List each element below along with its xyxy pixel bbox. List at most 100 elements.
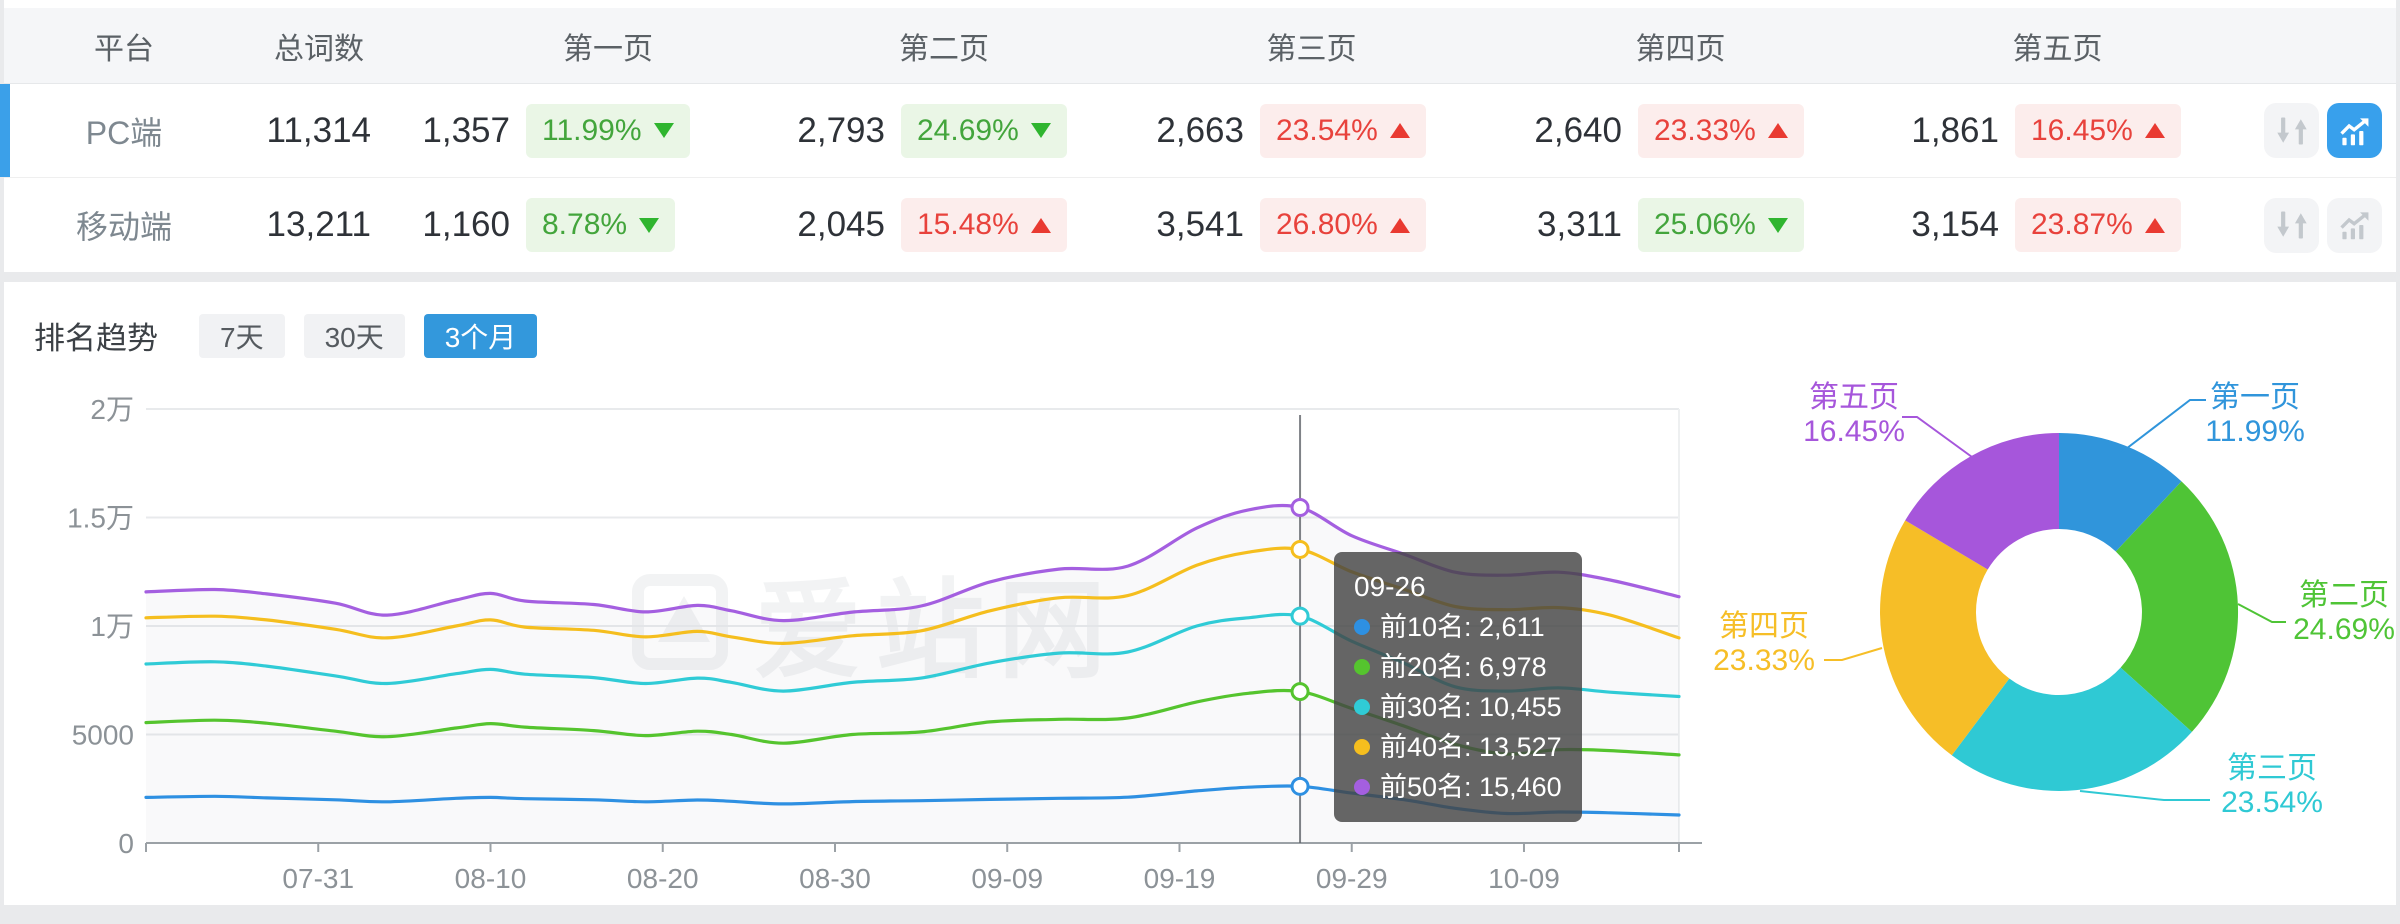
pct-change-badge: 16.45% [2015, 103, 2181, 158]
page-5-change-cell: 16.45% [2003, 84, 2181, 177]
donut-leader-line-page-1 [2121, 399, 2206, 453]
svg-text:09-29: 09-29 [1316, 863, 1388, 894]
arrow-up-icon [2144, 123, 2165, 138]
donut-label-page-5: 第五页 16.45% [1798, 381, 1910, 449]
charts-canvas[interactable]: 2万 1.5万 1万 5000 0 07-31 08-10 08-20 08-30 09-09 09… [4, 282, 2396, 905]
hover-marker-top50 [1290, 498, 1310, 518]
svg-text:5000: 5000 [72, 720, 134, 751]
page-1-count: 1,357 [422, 110, 510, 150]
keyword-rank-table: 平台 总词数 第一页 第二页 第三页 第四页 第五页 PC端 11,314 1,357 11.99… [0, 0, 2396, 272]
pct-value: 23.54% [1276, 113, 1378, 147]
trend-toolbar: 排名趋势 7天 30天 3个月 [34, 313, 538, 358]
svg-text:1.5万: 1.5万 [67, 503, 134, 534]
pct-value: 11.99% [542, 113, 642, 147]
page-4-change-cell: 23.33% [1626, 84, 1804, 177]
page-5-count: 3,154 [1911, 205, 1999, 244]
y-axis-labels: 2万 1.5万 1万 5000 0 [67, 394, 134, 859]
donut-label-page-2: 第二页 24.69% [2286, 579, 2400, 647]
page-2-count: 2,045 [797, 205, 885, 244]
page-3-change-cell: 23.54% [1248, 84, 1427, 177]
donut-label-percent: 11.99% [2205, 415, 2305, 448]
pct-change-badge: 15.48% [901, 198, 1067, 252]
page-1-change-cell: 11.99% [514, 84, 692, 177]
page-3-count: 3,541 [1156, 205, 1244, 244]
header-page-5: 第五页 [2012, 32, 2103, 66]
table-header-row: 平台 总词数 第一页 第二页 第三页 第四页 第五页 [4, 8, 2396, 84]
donut-label-name: 第五页 [1809, 381, 1899, 414]
header-page-2: 第二页 [899, 32, 989, 66]
row-actions [2181, 84, 2396, 177]
page-3-count: 2,663 [1156, 110, 1244, 150]
svg-text:1万: 1万 [90, 611, 134, 642]
x-axis-labels: 07-31 08-10 08-20 08-30 09-09 09-19 09-29 10-09 [145, 843, 1680, 894]
donut-label-page-4: 第四页 23.33% [1704, 610, 1824, 678]
donut-slice-page-5[interactable] [1905, 433, 2059, 570]
donut-label-name: 第二页 [2299, 579, 2389, 612]
svg-text:08-20: 08-20 [627, 863, 699, 894]
pct-value: 25.06% [1654, 208, 1756, 241]
area-fill [146, 505, 1679, 843]
sort-button[interactable] [2264, 197, 2319, 253]
show-trend-button[interactable] [2327, 197, 2382, 253]
table-body: PC端 11,314 1,357 11.99% 2,793 24.69% 2,663 23.5… [0, 84, 2396, 272]
pct-value: 16.45% [2031, 113, 2133, 147]
arrow-up-icon [2144, 217, 2165, 233]
page-5-change-cell: 23.87% [2003, 178, 2181, 272]
sort-arrows-icon [2276, 117, 2307, 144]
svg-text:0: 0 [118, 828, 134, 859]
show-trend-button[interactable] [2327, 103, 2382, 158]
pct-change-badge: 24.69% [901, 103, 1067, 158]
range-tab-3个月[interactable]: 3个月 [423, 313, 538, 358]
pct-change-badge: 8.78% [526, 198, 676, 252]
header-page-4: 第四页 [1635, 32, 1726, 66]
row-actions [2181, 178, 2396, 272]
donut-slice-page-3[interactable] [1951, 667, 2192, 791]
total-words-value: 13,211 [266, 205, 371, 244]
donut-label-name: 第三页 [2227, 752, 2317, 785]
page-2-change-cell: 24.69% [889, 84, 1067, 177]
range-tab-30天[interactable]: 30天 [303, 313, 405, 358]
svg-text:09-09: 09-09 [971, 863, 1043, 894]
page-1-count: 1,160 [422, 205, 510, 244]
donut-leader-line-page-5 [1902, 416, 1973, 458]
pct-value: 15.48% [917, 208, 1019, 241]
pct-change-badge: 23.33% [1638, 103, 1804, 158]
sort-button[interactable] [2264, 103, 2319, 158]
page-4-count: 3,311 [1537, 205, 1622, 244]
svg-text:08-10: 08-10 [455, 863, 527, 894]
donut-slice-page-1[interactable] [2059, 433, 2182, 552]
hover-marker-top10 [1290, 776, 1310, 796]
range-tabs: 7天 30天 3个月 [180, 313, 538, 358]
table-row-pc[interactable]: PC端 11,314 1,357 11.99% 2,793 24.69% 2,663 23.5… [0, 84, 2396, 178]
donut-leader-line-page-4 [1824, 647, 1883, 661]
page-1-change-cell: 8.78% [514, 178, 692, 272]
donut-label-name: 第四页 [1719, 610, 1809, 643]
trend-chart-icon [2339, 117, 2368, 145]
selected-row-indicator [0, 84, 10, 177]
range-tab-7天[interactable]: 7天 [199, 313, 285, 358]
donut-slice-page-4[interactable] [1880, 520, 2010, 756]
platform-label: 移动端 [75, 209, 172, 245]
svg-text:09-19: 09-19 [1144, 863, 1216, 894]
pct-value: 23.87% [2031, 208, 2133, 241]
donut-leader-line-page-3 [2079, 790, 2210, 801]
trend-chart-icon [2339, 212, 2368, 240]
arrow-down-icon [1767, 217, 1788, 233]
pct-value: 23.33% [1654, 113, 1756, 147]
page-2-count: 2,793 [797, 110, 885, 150]
table-row-mobile[interactable]: 移动端 13,211 1,160 8.78% 2,045 15.48% 3,541 26.80… [4, 178, 2396, 272]
page-5-count: 1,861 [1911, 110, 1999, 150]
sort-arrows-icon [2276, 211, 2307, 239]
donut-slice-page-2[interactable] [2115, 481, 2239, 732]
donut-label-name: 第一页 [2210, 381, 2300, 414]
arrow-down-icon [653, 123, 674, 138]
pct-change-badge: 26.80% [1260, 198, 1426, 252]
header-page-1: 第一页 [563, 32, 653, 66]
page-2-change-cell: 15.48% [889, 178, 1067, 272]
header-page-3: 第三页 [1266, 32, 1357, 66]
page-4-change-cell: 25.06% [1626, 178, 1804, 272]
pct-value: 26.80% [1276, 208, 1378, 241]
svg-text:2万: 2万 [90, 394, 134, 425]
donut-label-percent: 24.69% [2293, 613, 2395, 646]
